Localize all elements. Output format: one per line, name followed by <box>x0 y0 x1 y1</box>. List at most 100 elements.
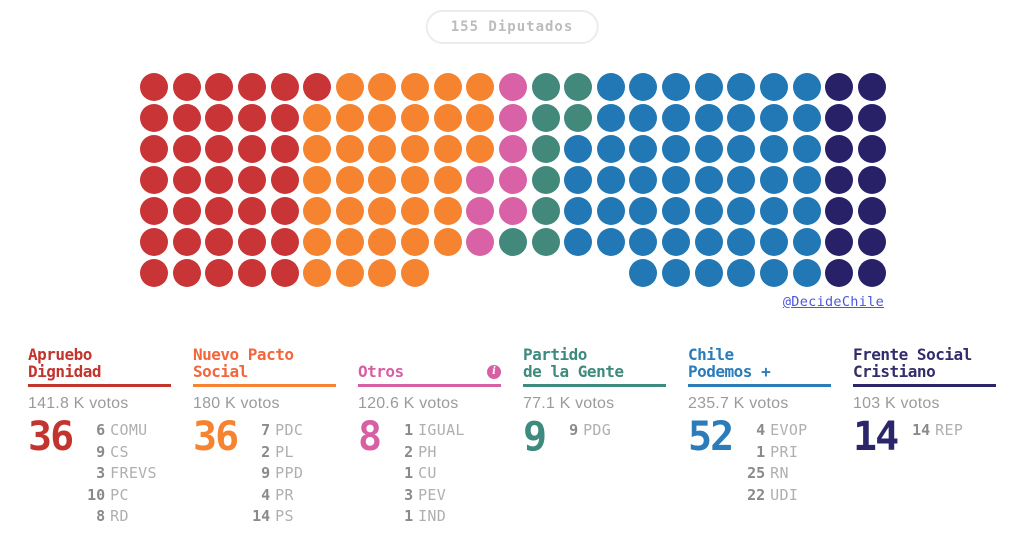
seat-dot <box>825 228 854 256</box>
seat-dot <box>433 104 462 132</box>
seat-dot <box>531 73 560 101</box>
seat-dot <box>596 73 625 101</box>
coalition-seat-total: 8 <box>358 414 382 460</box>
seat-dot <box>401 228 430 256</box>
seat-dot <box>564 135 593 163</box>
seat-dot <box>205 135 234 163</box>
party-seats: 2 <box>404 442 414 461</box>
seat-dot <box>727 228 756 256</box>
seat-dot <box>759 259 788 287</box>
seat-dot <box>498 197 527 225</box>
party-row: 14 PS <box>246 506 303 528</box>
seat-dot <box>759 104 788 132</box>
coalition-stats: 36 7 PDC 2 PL 9 PPD 4 PR 14 PS <box>193 414 336 528</box>
seat-dot <box>727 104 756 132</box>
party-abbr: IGUAL <box>418 421 465 439</box>
seat-dot <box>270 259 299 287</box>
party-seats: 3 <box>404 485 414 504</box>
seat-dot <box>825 104 854 132</box>
party-abbr: PH <box>418 442 437 461</box>
coalition-votes: 120.6 K votos <box>358 395 459 412</box>
coalition-seat-total: 36 <box>193 414 239 460</box>
seat-dot <box>792 166 821 194</box>
seat-dot <box>368 73 397 101</box>
seat-dot <box>237 259 266 287</box>
party-abbr: PR <box>275 485 294 504</box>
seat-dot <box>433 197 462 225</box>
seat-dot <box>857 228 886 256</box>
party-seats: 8 <box>96 507 106 525</box>
seat-dot <box>237 197 266 225</box>
coalition-header: Apruebo Dignidad <box>28 346 171 387</box>
party-seats: 4 <box>756 421 766 439</box>
seat-dot <box>172 228 201 256</box>
seat-dot <box>531 166 560 194</box>
party-abbr: PPD <box>275 464 304 482</box>
coalition-seat-total: 14 <box>853 414 899 460</box>
seat-dot <box>270 104 299 132</box>
party-row: 22 UDI <box>741 485 807 507</box>
seat-dot <box>629 166 658 194</box>
coalition-name: Nuevo Pacto Social <box>193 345 294 381</box>
seat-dot <box>792 197 821 225</box>
party-abbr: RN <box>770 464 789 482</box>
seat-dot <box>825 259 854 287</box>
party-seats: 9 <box>96 442 106 461</box>
seat-dot <box>401 135 430 163</box>
seat-dot <box>825 135 854 163</box>
party-seats: 1 <box>404 421 414 439</box>
coalition-header: Chile Podemos + <box>688 346 831 387</box>
seat-dot <box>857 197 886 225</box>
party-list: 6 COMU 9 CS 3 FREVS 10 PC 8 RD <box>81 419 157 528</box>
decidechile-link[interactable]: @DecideChile <box>782 294 884 310</box>
seat-dot <box>857 104 886 132</box>
party-abbr: PS <box>275 507 294 525</box>
seat-dot <box>433 228 462 256</box>
coalition-seat-total: 36 <box>28 414 74 460</box>
seat-dot <box>596 104 625 132</box>
party-row: 6 COMU <box>81 420 157 442</box>
seat-dot <box>694 166 723 194</box>
party-row: 14 REP <box>906 420 963 442</box>
seat-dot <box>629 73 658 101</box>
seat-dot <box>140 135 168 163</box>
coalition-seat-total: 52 <box>688 414 734 460</box>
party-seats: 1 <box>404 464 414 482</box>
seat-dot <box>270 73 299 101</box>
info-icon[interactable]: i <box>487 365 501 379</box>
party-abbr: UDI <box>770 485 799 504</box>
party-abbr: PDG <box>583 421 612 439</box>
seat-dot <box>368 135 397 163</box>
seat-dot <box>662 228 691 256</box>
party-seats: 4 <box>261 485 271 504</box>
seat-dot <box>205 197 234 225</box>
seat-dot <box>140 104 168 132</box>
party-seats: 22 <box>747 485 766 504</box>
seat-dot <box>857 259 886 287</box>
party-row: 25 RN <box>741 463 807 485</box>
seat-dot <box>629 197 658 225</box>
coalition-stats: 8 1 IGUAL 2 PH 1 CU 3 PEV 1 IND <box>358 414 501 528</box>
coalition-name: Apruebo Dignidad <box>28 345 102 381</box>
seat-dot <box>466 197 495 225</box>
seat-dot <box>205 73 234 101</box>
seat-dot <box>335 197 364 225</box>
seat-dot <box>270 228 299 256</box>
party-row: 3 PEV <box>389 485 465 507</box>
seat-dot <box>368 228 397 256</box>
seat-dot <box>857 73 886 101</box>
seat-dot <box>662 135 691 163</box>
party-row: 4 PR <box>246 485 303 507</box>
seat-dot <box>759 135 788 163</box>
party-row: 1 CU <box>389 463 465 485</box>
seat-dot <box>303 104 332 132</box>
party-row: 1 IND <box>389 506 465 528</box>
coalition-stats: 36 6 COMU 9 CS 3 FREVS 10 PC 8 RD <box>28 414 171 528</box>
party-row: 1 IGUAL <box>389 420 465 442</box>
total-seats-badge: 155 Diputados <box>425 10 599 44</box>
seat-dot <box>596 135 625 163</box>
coalition-votes: 141.8 K votos <box>28 395 129 412</box>
seat-dot <box>694 259 723 287</box>
seat-dot <box>205 259 234 287</box>
seat-dot <box>205 228 234 256</box>
